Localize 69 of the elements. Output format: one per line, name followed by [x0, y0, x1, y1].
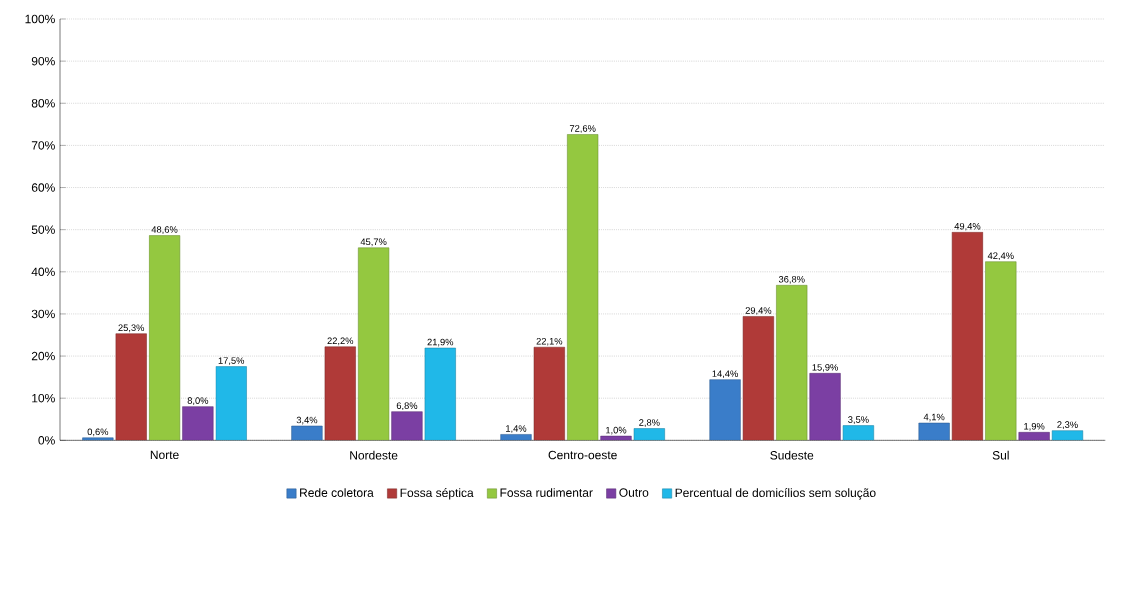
- legend-label: Rede coletora: [300, 488, 374, 497]
- y-tick-label: 50%: [31, 225, 55, 234]
- bar: [391, 411, 423, 441]
- y-tick-label: 20%: [31, 351, 55, 361]
- bar: [500, 434, 532, 441]
- y-tick-label: 70%: [31, 141, 55, 150]
- data-label: 1,9%: [1024, 423, 1045, 431]
- data-label: 72,6%: [569, 125, 596, 133]
- bar: [1018, 432, 1050, 441]
- bar: [533, 346, 565, 441]
- data-label: 1,0%: [606, 426, 627, 435]
- data-label: 3,4%: [296, 416, 318, 425]
- data-label: 42,4%: [987, 252, 1014, 261]
- data-label: 29,4%: [745, 307, 772, 315]
- y-tick-label: 30%: [31, 309, 55, 319]
- bar: [291, 425, 323, 441]
- bar: [324, 346, 356, 441]
- data-label: 48,6%: [151, 226, 178, 234]
- y-tick-label: 0%: [38, 436, 55, 445]
- data-label: 36,8%: [778, 275, 805, 284]
- data-label: 15,9%: [812, 364, 838, 372]
- data-label: 17,5%: [218, 357, 245, 365]
- bar: [567, 134, 599, 441]
- bar: [709, 379, 741, 441]
- bar: [742, 316, 775, 441]
- data-label: 2,8%: [639, 419, 660, 427]
- bar: [358, 247, 390, 441]
- x-tick-label: Centro-oeste: [548, 450, 617, 460]
- legend-label: Percentual de domicílios sem solução: [675, 488, 876, 500]
- bar: [424, 347, 456, 441]
- data-label: 21,9%: [427, 338, 454, 347]
- data-label: 14,4%: [712, 370, 738, 379]
- y-tick-label: 10%: [32, 393, 55, 403]
- x-tick-label: Sul: [992, 450, 1009, 460]
- bar: [115, 333, 147, 441]
- data-label: 2,3%: [1057, 421, 1078, 430]
- data-label: 45,7%: [360, 238, 387, 247]
- legend-label: Outro: [619, 488, 649, 497]
- data-label: 8,0%: [187, 397, 209, 406]
- data-label: 25,3%: [118, 324, 145, 333]
- data-label: 49,4%: [954, 222, 981, 231]
- bar: [776, 285, 808, 441]
- x-tick-label: Sudeste: [770, 450, 814, 460]
- data-label: 22,1%: [536, 337, 563, 346]
- y-tick-label: 90%: [31, 56, 55, 66]
- bar: [600, 435, 632, 441]
- bar: [918, 422, 950, 441]
- data-label: 3,5%: [848, 416, 869, 424]
- bar: [148, 235, 181, 441]
- x-tick-label: Norte: [150, 450, 179, 460]
- data-label: 0,6%: [87, 428, 109, 437]
- bar: [809, 373, 841, 441]
- y-tick-label: 60%: [31, 183, 55, 192]
- bar: [215, 366, 247, 441]
- bar: [182, 406, 214, 441]
- y-tick-label: 100%: [25, 14, 55, 24]
- data-label: 1,4%: [506, 425, 527, 433]
- legend-label: Fossa séptica: [400, 488, 474, 500]
- data-label: 6,8%: [396, 402, 418, 411]
- data-label: 4,1%: [923, 413, 945, 422]
- x-tick-label: Nordeste: [350, 450, 398, 460]
- bar: [951, 231, 984, 441]
- data-label: 22,2%: [327, 337, 354, 346]
- bar: [985, 261, 1017, 441]
- bar: [82, 437, 114, 441]
- bar: [842, 425, 875, 441]
- legend-label: Fossa rudimentar: [500, 488, 593, 497]
- y-tick-label: 40%: [31, 267, 55, 277]
- y-tick-label: 80%: [31, 99, 55, 108]
